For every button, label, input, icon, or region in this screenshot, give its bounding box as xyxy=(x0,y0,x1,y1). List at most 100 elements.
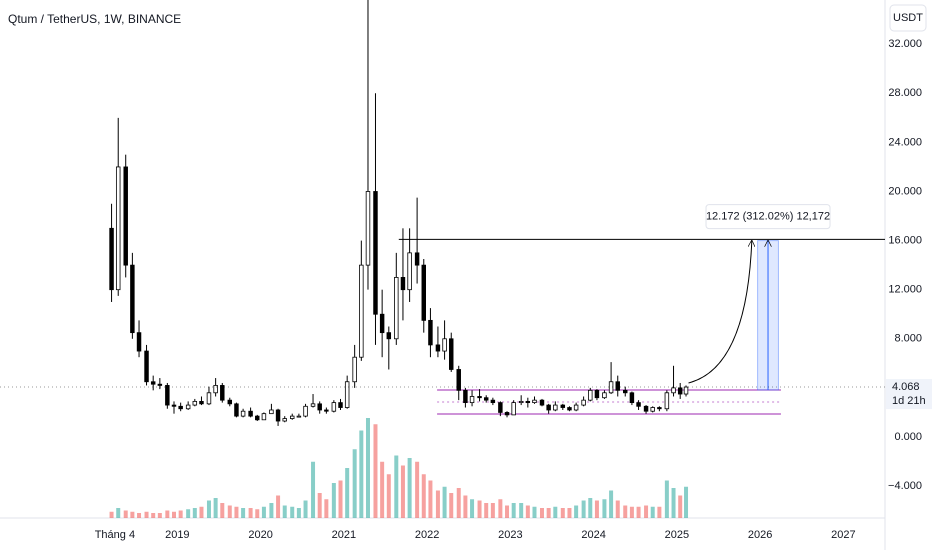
candle-body xyxy=(227,399,233,405)
candle-body xyxy=(206,392,212,405)
volume-bar xyxy=(380,461,385,518)
candle-body xyxy=(511,402,516,416)
measure-label: 12.172 (312.02%) 12,172 xyxy=(706,210,830,222)
candle-body xyxy=(490,399,496,404)
volume-bar xyxy=(539,508,544,518)
volume-bar xyxy=(449,493,454,518)
candle-body xyxy=(282,418,287,422)
x-tick-label: Tháng 4 xyxy=(95,529,135,541)
last-price-label: 4.068 xyxy=(892,381,920,393)
x-tick-label: 2023 xyxy=(498,529,522,541)
volume-bar xyxy=(386,474,391,518)
currency-label[interactable]: USDT xyxy=(893,12,923,24)
volume-bar xyxy=(623,505,628,518)
x-tick-label: 2022 xyxy=(415,529,439,541)
volume-bar xyxy=(109,511,114,518)
volume-bar xyxy=(407,458,412,518)
candle-body xyxy=(650,407,655,412)
volume-bar xyxy=(615,500,620,518)
candle-body xyxy=(643,405,649,412)
candle-body xyxy=(636,402,641,407)
volume-bar xyxy=(657,506,662,518)
volume-bar xyxy=(560,508,565,518)
volume-bar xyxy=(588,498,593,518)
volume-bar xyxy=(498,499,503,518)
chart-title: Qtum / TetherUS, 1W, BINANCE xyxy=(8,12,181,26)
volume-bar xyxy=(317,493,322,518)
candle-body xyxy=(435,344,441,352)
x-tick-label: 2020 xyxy=(248,529,272,541)
volume-bar xyxy=(186,509,191,518)
currency-button[interactable] xyxy=(889,4,927,32)
volume-bar xyxy=(490,503,495,518)
candle-body xyxy=(442,338,447,352)
volume-bar xyxy=(602,499,607,518)
candle-body xyxy=(386,332,392,340)
volume-bar xyxy=(581,500,586,518)
volume-bar xyxy=(644,505,649,518)
volume-bar xyxy=(359,430,364,518)
volume-bar xyxy=(352,449,357,518)
volume-bar xyxy=(241,508,246,518)
candle-body xyxy=(234,403,239,417)
volume-bar xyxy=(116,508,121,518)
volume-bar xyxy=(525,505,530,518)
candle-body xyxy=(414,252,420,266)
candle-body xyxy=(220,385,225,401)
volume-bar xyxy=(574,505,579,518)
candle-body xyxy=(373,191,378,315)
candle-body xyxy=(518,400,524,404)
candle-body xyxy=(317,403,322,411)
volume-bar xyxy=(394,455,399,518)
y-tick-label: 20.000 xyxy=(888,185,922,197)
volume-bar xyxy=(282,505,287,518)
volume-bar xyxy=(248,508,253,518)
candle-body xyxy=(581,399,586,406)
volume-bar xyxy=(178,510,183,518)
candle-body xyxy=(428,319,433,346)
candle-body xyxy=(136,332,142,352)
candle-body xyxy=(463,389,468,404)
candle-body xyxy=(352,356,357,383)
candle-body xyxy=(115,166,121,291)
last-price-tag xyxy=(886,379,932,410)
volume-bar xyxy=(338,480,343,518)
candle-body xyxy=(379,313,385,334)
candle-body xyxy=(657,407,662,410)
arrow-curve xyxy=(688,241,752,384)
volume-bar xyxy=(609,490,614,518)
volume-bar xyxy=(296,508,301,518)
candle-body xyxy=(269,409,274,415)
candle-body xyxy=(664,392,670,410)
x-tick-label: 2026 xyxy=(748,529,772,541)
volume-bar xyxy=(684,486,689,518)
volume-bar xyxy=(442,486,447,518)
volume-bar xyxy=(255,509,260,518)
volume-bar xyxy=(629,506,634,518)
volume-bar xyxy=(428,480,433,518)
x-tick-label: 2025 xyxy=(665,529,689,541)
volume-bar xyxy=(519,503,524,518)
candle-body xyxy=(456,369,461,391)
x-tick-label: 2024 xyxy=(581,529,605,541)
candle-body xyxy=(525,400,531,404)
y-tick-label: 24.000 xyxy=(888,136,922,148)
candle-body xyxy=(365,191,371,266)
volume-bar xyxy=(505,505,510,518)
volume-bar xyxy=(650,506,655,518)
volume-bar xyxy=(567,508,572,518)
candle-body xyxy=(165,385,170,406)
candle-body xyxy=(192,400,198,406)
x-tick-label: 2021 xyxy=(332,529,356,541)
candle-body xyxy=(421,264,426,321)
volume-bar xyxy=(290,506,295,518)
candle-body xyxy=(324,409,329,412)
candle-body xyxy=(338,402,343,408)
y-tick-label: −4.000 xyxy=(888,480,922,492)
volume-bar xyxy=(636,506,641,518)
candle-body xyxy=(394,277,399,340)
candle-body xyxy=(261,413,267,421)
candle-body xyxy=(400,277,406,291)
